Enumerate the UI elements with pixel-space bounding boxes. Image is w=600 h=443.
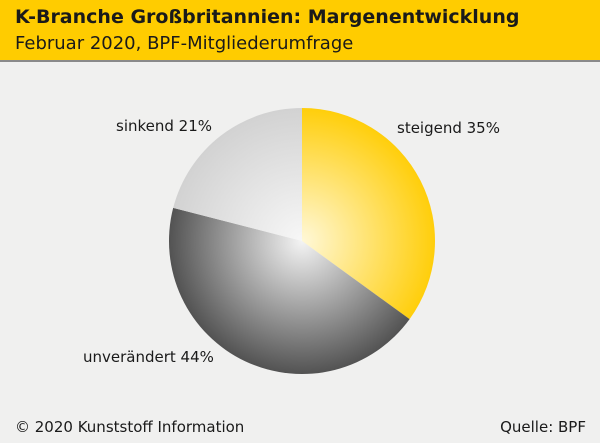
- copyright: © 2020 Kunststoff Information: [15, 418, 245, 436]
- slice-label-steigend: steigend 35%: [397, 119, 500, 137]
- chart-header: K-Branche Großbritannien: Margenentwickl…: [0, 0, 600, 62]
- source: Quelle: BPF: [500, 418, 586, 436]
- slice-label-unveraendert: unverändert 44%: [83, 348, 214, 366]
- pie-slice-unverändert: [168, 207, 410, 375]
- pie-slice-sinkend: [173, 108, 302, 241]
- pie-slice-steigend: [302, 108, 436, 320]
- slice-label-sinkend: sinkend 21%: [116, 117, 212, 135]
- chart-subtitle: Februar 2020, BPF-Mitgliederumfrage: [15, 33, 354, 54]
- chart-title: K-Branche Großbritannien: Margenentwickl…: [15, 6, 520, 28]
